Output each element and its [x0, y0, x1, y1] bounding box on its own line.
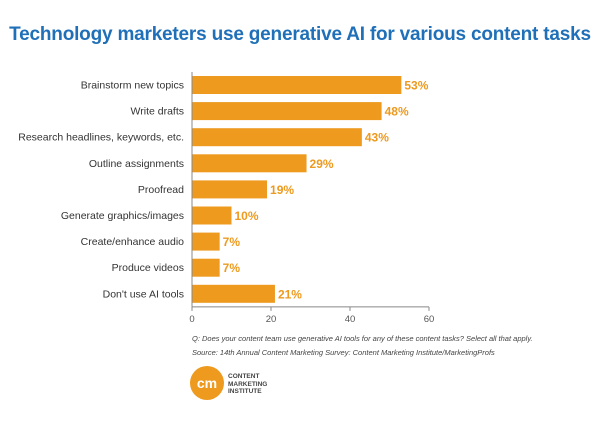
category-label: Don't use AI tools	[103, 288, 184, 300]
bar	[192, 102, 382, 121]
chart-title: Technology marketers use generative AI f…	[9, 24, 591, 45]
bar	[192, 206, 232, 225]
cmi-logo: cm CONTENT MARKETING INSTITUTE	[190, 366, 310, 406]
x-axis: 0 20 40 60	[189, 72, 434, 325]
footnote-source: Source: 14th Annual Content Marketing Su…	[192, 348, 495, 357]
x-tick-label: 20	[266, 314, 277, 325]
cmi-logo-mark: cm	[190, 366, 224, 400]
value-label: 43%	[365, 131, 389, 145]
bar	[192, 258, 220, 277]
x-tick-label: 40	[345, 314, 356, 325]
value-label: 48%	[385, 105, 409, 119]
category-label: Proofread	[138, 184, 184, 196]
category-label: Outline assignments	[89, 158, 184, 170]
x-tick-label: 0	[189, 314, 194, 325]
bar-chart: Brainstorm new topics 53% Write drafts 48% R…	[18, 72, 434, 325]
category-label: Brainstorm new topics	[81, 80, 184, 92]
bar	[192, 128, 362, 147]
value-label: 7%	[223, 235, 241, 249]
footnote-question: Q: Does your content team use generative…	[192, 334, 533, 343]
value-label: 19%	[270, 183, 294, 197]
bar	[192, 76, 402, 94]
bars-group: Brainstorm new topics 53% Write drafts 48% R…	[18, 76, 429, 303]
value-label: 21%	[278, 287, 302, 301]
category-label: Write drafts	[131, 106, 184, 118]
bar	[192, 180, 268, 199]
value-label: 29%	[310, 157, 334, 171]
value-label: 53%	[404, 79, 428, 93]
category-label: Create/enhance audio	[81, 236, 184, 248]
x-tick-label: 60	[424, 314, 435, 325]
value-label: 7%	[223, 261, 241, 275]
category-label: Generate graphics/images	[61, 210, 184, 222]
cmi-logo-text: CONTENT MARKETING INSTITUTE	[228, 373, 268, 395]
bar	[192, 284, 275, 303]
value-label: 10%	[235, 209, 259, 223]
bar	[192, 232, 220, 251]
bar	[192, 154, 307, 173]
category-label: Research headlines, keywords, etc.	[18, 132, 184, 144]
category-label: Produce videos	[112, 262, 184, 274]
